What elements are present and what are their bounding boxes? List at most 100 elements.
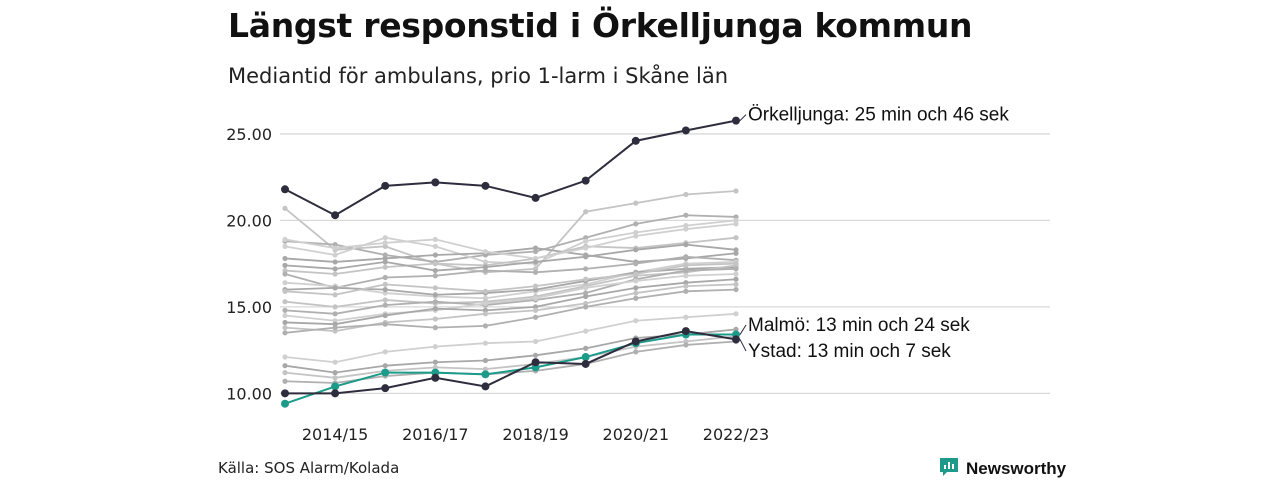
other-series-line (284, 261, 737, 300)
other-series-point (733, 271, 739, 277)
other-series-point (332, 304, 338, 310)
other-series-point (282, 319, 288, 326)
series-point-ystad (581, 359, 590, 368)
other-series-point (282, 325, 288, 331)
other-series-point (332, 292, 338, 298)
series-point--rkelljunga (381, 181, 390, 190)
x-tick-label: 2016/17 (402, 425, 468, 444)
other-series-point (432, 252, 438, 258)
series-point-ystad (732, 335, 740, 344)
series-point--rkelljunga (581, 176, 590, 185)
annotation--rkelljunga: Örkelljunga: 25 min och 46 sek (748, 105, 1009, 126)
y-tick-label: 20.00 (226, 211, 272, 230)
other-series-point (382, 235, 388, 241)
y-tick-label: 25.00 (226, 125, 272, 144)
other-series-point (583, 276, 589, 282)
other-series-point (332, 370, 338, 376)
series-point-ystad (281, 389, 289, 398)
other-series-point (282, 262, 288, 268)
other-series-point (583, 238, 589, 244)
other-series-point (332, 375, 338, 381)
other-series-point (633, 247, 639, 253)
other-series-point (532, 283, 539, 289)
other-series-point (633, 318, 639, 324)
other-series-point (282, 243, 288, 249)
y-tick-label: 15.00 (226, 298, 272, 317)
other-series-point (432, 267, 438, 274)
other-series-point (332, 266, 338, 272)
series-point-ystad (481, 382, 490, 391)
series-point-ystad (431, 373, 440, 382)
other-series-line (284, 340, 737, 384)
other-series-point (633, 200, 639, 206)
chart-title: Längst responstid i Örkelljunga kommun (228, 6, 973, 45)
other-series-line (284, 262, 737, 296)
other-series-point (332, 259, 338, 265)
other-series-point (282, 288, 288, 294)
other-series-point (332, 245, 338, 251)
other-series-point (583, 285, 589, 291)
other-series-point (683, 273, 689, 279)
series-point-ystad (531, 358, 540, 367)
other-series-line (284, 335, 737, 379)
series-point--rkelljunga (531, 193, 540, 202)
series-line--rkelljunga (284, 119, 737, 217)
series-point-malm- (481, 370, 490, 379)
annotation-leader-ystad (739, 339, 747, 352)
x-tick-label: 2018/19 (502, 425, 568, 444)
other-series-point (382, 363, 388, 369)
other-series-point (633, 233, 639, 239)
x-tick-label: 2020/21 (603, 425, 669, 444)
x-axis-ticks: 2014/15 2016/17 2018/19 2020/21 2022/23 (302, 425, 769, 444)
other-series-point (382, 297, 388, 303)
x-tick-label: 2014/15 (302, 425, 368, 444)
other-series-point (683, 283, 689, 289)
other-series-point (482, 248, 489, 255)
other-series-point (683, 226, 689, 232)
other-series-point (482, 323, 489, 329)
other-series-point (633, 290, 639, 296)
other-series-point (733, 281, 739, 287)
other-series-line (284, 312, 737, 364)
other-series-point (432, 243, 438, 249)
other-series-point (432, 344, 438, 350)
other-series-point (432, 364, 438, 371)
other-series-point (683, 342, 689, 348)
brand-name: Newsworthy (966, 459, 1067, 478)
other-series-point (683, 242, 689, 248)
other-series-point (683, 288, 689, 294)
other-series-point (532, 314, 539, 320)
annotations: Örkelljunga: 25 min och 46 sek Malmö: 13 … (739, 105, 1009, 362)
other-series-line (284, 222, 737, 260)
other-series-line (284, 236, 737, 275)
other-series-point (633, 295, 639, 301)
chart-subtitle: Mediantid för ambulans, prio 1-larm i Sk… (228, 64, 729, 88)
other-series-point (332, 285, 338, 291)
other-series-point (382, 281, 388, 287)
other-series-line (284, 288, 737, 334)
other-series-point (683, 254, 689, 260)
brand-logo: Newsworthy (938, 456, 1066, 482)
other-series-point (332, 271, 338, 277)
other-series-point (633, 278, 639, 284)
annotation-ystad: Ystad: 13 min och 7 sek (748, 341, 951, 362)
highlighted-lines (281, 116, 740, 408)
series-point--rkelljunga (681, 126, 690, 135)
other-series-point (432, 273, 438, 279)
other-series-line (284, 273, 737, 322)
other-series-point (683, 212, 689, 218)
other-series-point (733, 261, 739, 267)
series-point-malm- (581, 353, 590, 362)
other-series-point (332, 325, 338, 331)
other-series-point (282, 271, 288, 277)
other-series-point (482, 366, 489, 372)
other-series-point (382, 264, 388, 270)
other-series-point (683, 267, 689, 274)
other-series-point (733, 266, 739, 272)
other-series-point (583, 304, 589, 310)
other-series-point (733, 247, 739, 253)
other-series-line (284, 219, 737, 265)
other-series-point (432, 285, 438, 291)
other-series-point (733, 221, 739, 227)
annotation-leader--rkelljunga (739, 114, 747, 121)
